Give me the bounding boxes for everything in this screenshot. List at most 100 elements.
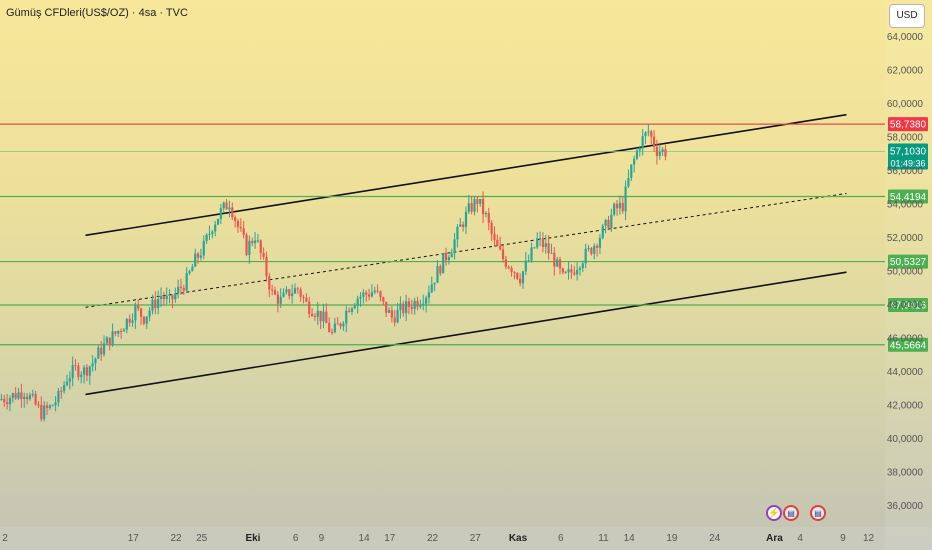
candle-body xyxy=(199,255,203,258)
candle-body xyxy=(450,253,453,258)
candle-body xyxy=(194,253,197,267)
y-tick-label: 36,0000 xyxy=(887,501,924,512)
candle-body xyxy=(561,268,564,273)
x-tick-label: 27 xyxy=(470,533,482,544)
candle-body xyxy=(291,293,294,297)
candle-body xyxy=(601,225,604,239)
candle-body xyxy=(407,301,411,307)
candle-body xyxy=(618,202,621,209)
candle-body xyxy=(322,311,325,322)
candle-body xyxy=(214,224,217,232)
candle-body xyxy=(65,381,69,386)
candle-body xyxy=(413,300,416,309)
candle-body xyxy=(20,392,23,399)
candle-body xyxy=(0,399,3,401)
candle-body xyxy=(159,296,163,299)
candle-body xyxy=(470,203,473,212)
candle-body xyxy=(100,347,103,355)
candle-body xyxy=(102,343,106,355)
x-tick-label: 6 xyxy=(293,533,299,544)
candle-body xyxy=(356,298,359,306)
y-tick-label: 48,0000 xyxy=(887,300,924,311)
candle-body xyxy=(439,266,442,274)
candle-body xyxy=(467,203,470,212)
channel-layer xyxy=(85,113,847,396)
candle-body xyxy=(282,292,285,297)
candle-body xyxy=(105,337,108,344)
candle-body xyxy=(405,301,408,314)
candle-body xyxy=(382,297,385,302)
candle-body xyxy=(188,271,191,274)
candle-body xyxy=(359,296,362,299)
candle-body xyxy=(114,331,117,334)
price-level-label: 50,5327 xyxy=(890,257,927,268)
candle-body xyxy=(627,177,630,187)
y-tick-label: 60,0000 xyxy=(887,99,924,110)
x-tick-label: 17 xyxy=(384,533,396,544)
candle-body xyxy=(396,309,399,323)
candle-body xyxy=(576,269,579,275)
candle-body xyxy=(402,303,405,314)
candle-body xyxy=(234,217,237,221)
candle-body xyxy=(647,131,650,133)
us-flag-icon[interactable]: ▤ xyxy=(783,505,799,521)
us-flag-icon[interactable]: ▤ xyxy=(810,505,826,521)
candle-body xyxy=(456,226,459,240)
x-tick-label: 14 xyxy=(624,533,636,544)
candle-body xyxy=(236,220,240,228)
lightning-icon[interactable]: ⚡ xyxy=(766,505,782,521)
candle-body xyxy=(242,228,245,235)
candle-body xyxy=(108,337,111,346)
candle-body xyxy=(293,288,297,294)
candle-body xyxy=(530,247,533,261)
candle-body xyxy=(285,289,288,293)
candle-body xyxy=(524,260,527,272)
price-level-badge xyxy=(888,254,928,269)
candle-body xyxy=(541,238,545,248)
candle-body xyxy=(179,286,183,289)
candle-body xyxy=(25,396,29,400)
price-axis-panel xyxy=(885,0,932,550)
candle-body xyxy=(641,136,644,149)
candle-body xyxy=(393,317,396,323)
candle-body xyxy=(122,329,126,332)
candle-body xyxy=(387,310,391,313)
candle-body xyxy=(17,392,20,399)
candle-body xyxy=(97,347,100,359)
candle-layer xyxy=(0,124,667,422)
candle-body xyxy=(251,240,254,244)
y-tick-label: 62,0000 xyxy=(887,66,924,77)
candle-body xyxy=(154,299,157,309)
candle-body xyxy=(319,310,322,322)
candle-body xyxy=(538,238,542,240)
candle-body xyxy=(128,318,131,323)
candle-body xyxy=(134,305,137,321)
candle-body xyxy=(239,227,242,229)
x-tick-label: 11 xyxy=(598,533,609,544)
candle-body xyxy=(658,151,661,156)
candle-body xyxy=(556,259,559,267)
candle-body xyxy=(276,294,279,304)
candle-body xyxy=(655,146,659,156)
candle-body xyxy=(501,249,505,260)
candle-body xyxy=(416,300,419,307)
candle-body xyxy=(604,219,607,226)
candle-body xyxy=(3,399,6,403)
x-tick-label: 24 xyxy=(709,533,721,544)
candle-body xyxy=(481,198,485,215)
candle-body xyxy=(536,238,539,248)
x-tick-label: 22 xyxy=(427,533,439,544)
candle-body xyxy=(222,202,225,209)
candle-body xyxy=(516,272,519,279)
candle-body xyxy=(379,291,382,298)
candle-body xyxy=(313,315,317,317)
candle-body xyxy=(376,290,379,292)
candle-body xyxy=(436,266,439,283)
x-tick-label: 19 xyxy=(666,533,678,544)
candle-body xyxy=(607,219,610,228)
y-tick-label: 58,0000 xyxy=(887,133,924,144)
currency-button[interactable]: USD xyxy=(889,4,925,28)
